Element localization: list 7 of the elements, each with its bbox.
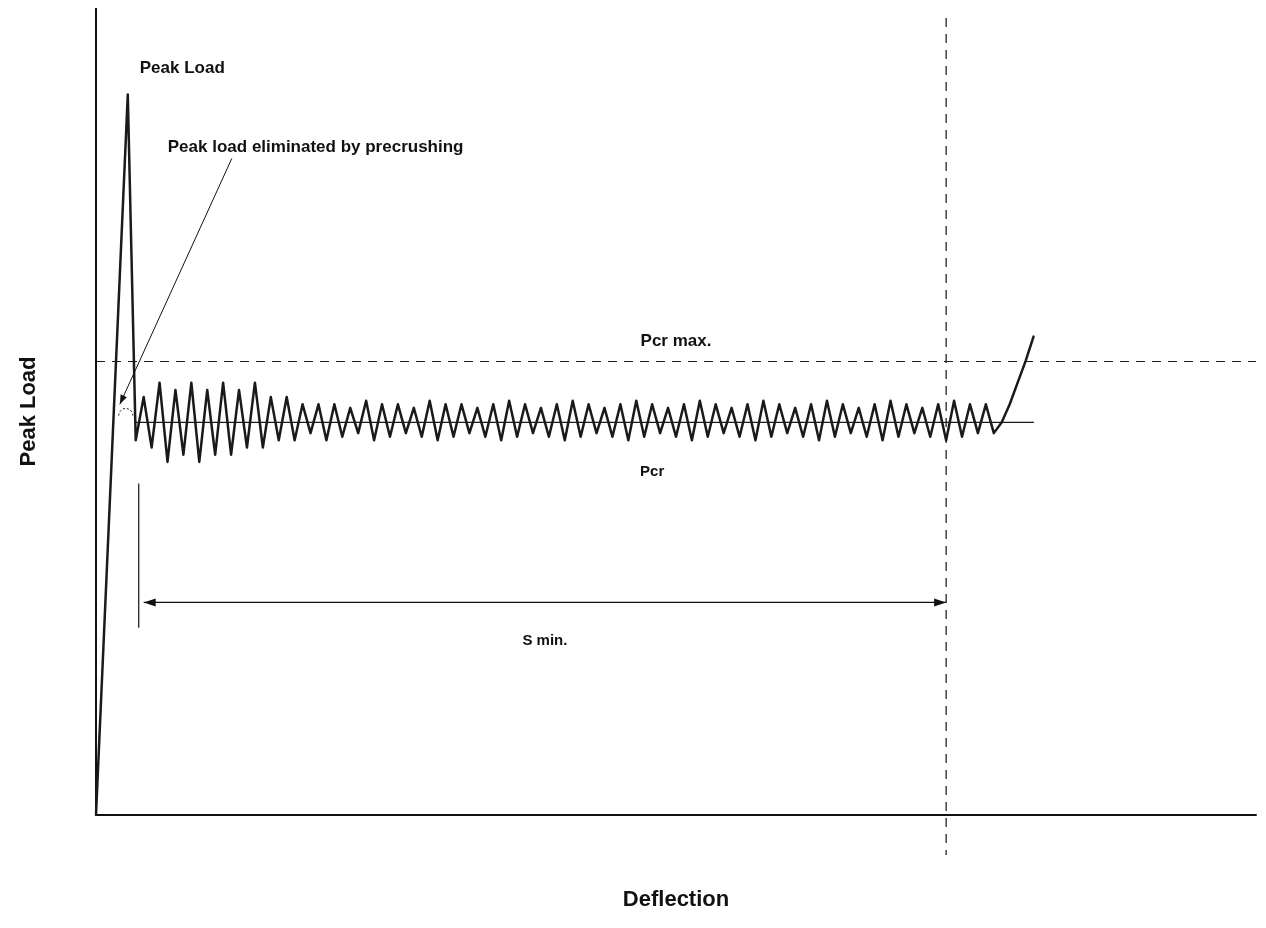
annotation: S min. bbox=[522, 630, 568, 648]
annotation: Peak load eliminated by precrushing bbox=[167, 137, 464, 157]
ref-line-label: Pcr max. bbox=[640, 331, 712, 351]
x-axis-title: Deflection bbox=[622, 885, 730, 911]
text: Peak Load bbox=[139, 57, 225, 77]
annotation: Pcr bbox=[640, 461, 665, 479]
y-axis-title: Peak Load bbox=[14, 356, 40, 467]
